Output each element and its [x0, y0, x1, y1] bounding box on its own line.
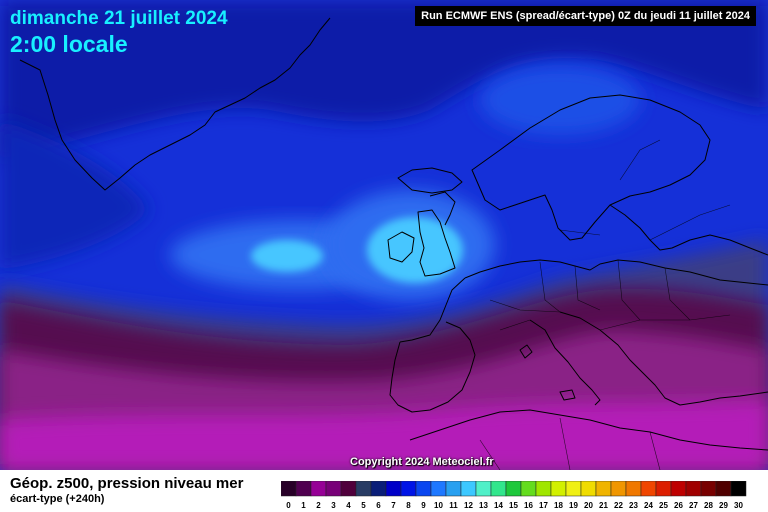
scale-swatch	[670, 481, 687, 497]
scale-label: 17	[539, 501, 548, 510]
product-title: Géop. z500, pression niveau mer	[10, 475, 244, 492]
coast-scandinavia	[471, 94, 711, 241]
field-light-3	[480, 65, 640, 135]
border-lines-4	[479, 417, 661, 470]
coast-iceland	[397, 167, 463, 194]
scale-swatch	[355, 481, 372, 497]
scale-label: 6	[376, 501, 381, 510]
scale-label: 13	[479, 501, 488, 510]
scale-label: 26	[674, 501, 683, 510]
scale-label: 24	[644, 501, 653, 510]
scale-swatch	[730, 481, 747, 497]
border-lines-2	[489, 299, 731, 331]
scale-label: 30	[734, 501, 743, 510]
coast-biscay	[399, 277, 466, 343]
coast-britain	[417, 209, 456, 277]
scale-label: 22	[614, 501, 623, 510]
scale-swatch	[400, 481, 417, 497]
forecast-time: 2:00 locale	[10, 31, 128, 57]
scale-swatch	[715, 481, 732, 497]
scale-swatch	[580, 481, 597, 497]
scale-swatch	[595, 481, 612, 497]
scale-swatch	[475, 481, 492, 497]
scale-label: 3	[331, 501, 336, 510]
coast-iberia	[389, 321, 476, 413]
product-subtitle: écart-type (+240h)	[10, 493, 105, 505]
coastlines	[19, 17, 768, 451]
scale-label: 28	[704, 501, 713, 510]
scale-swatch	[385, 481, 402, 497]
copyright-text: Copyright 2024 Meteociel.fr	[350, 456, 494, 468]
scale-label: 1	[301, 501, 306, 510]
scale-label: 12	[464, 501, 473, 510]
scale-label: 29	[719, 501, 728, 510]
scale-swatch	[550, 481, 567, 497]
scale-swatch	[460, 481, 477, 497]
scale-label: 4	[346, 501, 351, 510]
scale-swatch	[281, 481, 297, 497]
scale-swatch	[625, 481, 642, 497]
map-canvas	[0, 0, 768, 470]
coast-scotland	[429, 191, 456, 226]
scale-swatch	[610, 481, 627, 497]
scale-label: 0	[286, 501, 291, 510]
scale-label: 2	[316, 501, 321, 510]
scale-label: 20	[584, 501, 593, 510]
scale-label: 23	[629, 501, 638, 510]
scale-swatch	[520, 481, 537, 497]
scale-label: 25	[659, 501, 668, 510]
coast-greenland	[19, 17, 331, 191]
scale-label: 27	[689, 501, 698, 510]
border-lines-1	[539, 259, 691, 321]
scale-swatch	[340, 481, 357, 497]
field-west-dark	[0, 120, 150, 270]
map-footer: Géop. z500, pression niveau mer écart-ty…	[0, 470, 768, 512]
scale-swatch	[415, 481, 432, 497]
scale-label: 5	[361, 501, 366, 510]
spread-field	[0, 0, 768, 470]
scale-label: 10	[434, 501, 443, 510]
border-lines-3	[559, 139, 731, 241]
scale-swatch	[490, 481, 507, 497]
coast-mediterranean-isles	[519, 344, 576, 401]
scale-swatch	[565, 481, 582, 497]
scale-label: 21	[599, 501, 608, 510]
scale-label: 15	[509, 501, 518, 510]
scale-label: 11	[449, 501, 458, 510]
scale-label: 9	[421, 501, 426, 510]
coast-north-africa	[409, 409, 768, 451]
scale-swatch	[535, 481, 552, 497]
scale-swatch	[370, 481, 387, 497]
field-core-1	[251, 240, 323, 272]
scale-swatch	[685, 481, 702, 497]
forecast-date: dimanche 21 juillet 2024	[10, 8, 228, 29]
scale-label: 18	[554, 501, 563, 510]
borders	[479, 139, 731, 470]
scale-swatch	[430, 481, 447, 497]
scale-swatch	[655, 481, 672, 497]
scale-swatch	[445, 481, 462, 497]
scale-swatch	[310, 481, 327, 497]
run-info: Run ECMWF ENS (spread/écart-type) 0Z du …	[415, 6, 756, 26]
field-core-2	[367, 217, 463, 283]
scale-label: 8	[406, 501, 411, 510]
color-scale: 0 1 2 3 4 5 6 7 8 9 10 11 12 13 14 15 16 17 18 19 20 21 22 23 24…	[281, 481, 747, 510]
scale-swatch	[700, 481, 717, 497]
coast-europe-west	[464, 259, 768, 286]
field-north-dark	[0, 0, 768, 160]
coast-italy	[529, 319, 601, 406]
coast-baltic	[609, 204, 768, 256]
scale-swatch	[640, 481, 657, 497]
scale-swatch	[295, 481, 312, 497]
scale-label: 16	[524, 501, 533, 510]
scale-label: 7	[391, 501, 396, 510]
scale-swatch	[325, 481, 342, 497]
scale-swatch	[505, 481, 522, 497]
scale-label: 14	[494, 501, 503, 510]
scale-label: 19	[569, 501, 578, 510]
coast-ireland	[387, 231, 415, 263]
